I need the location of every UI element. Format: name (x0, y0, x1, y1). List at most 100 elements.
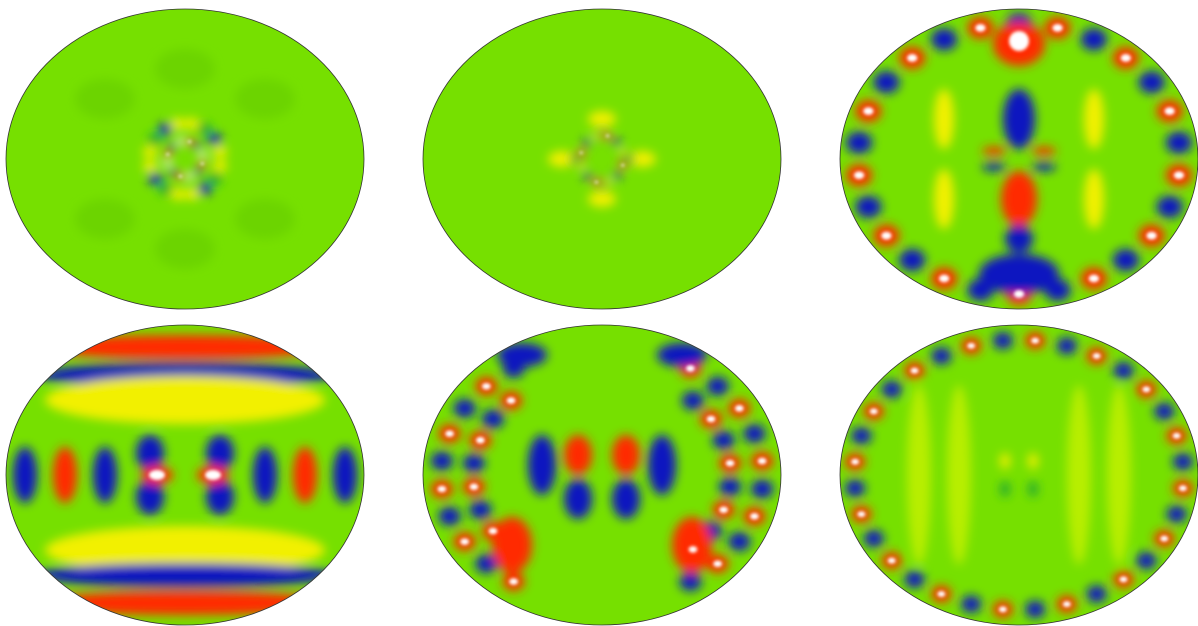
blob (1052, 24, 1063, 32)
blob (235, 199, 295, 239)
blob (855, 195, 882, 218)
blob (713, 560, 723, 568)
blob (155, 229, 215, 269)
panel-outline (5, 324, 365, 626)
blob (712, 430, 735, 450)
panel-outline (422, 8, 782, 310)
blob (648, 435, 676, 495)
blob (582, 172, 591, 180)
blob (906, 54, 918, 62)
blob (430, 451, 453, 471)
blob (588, 111, 616, 127)
field (846, 12, 1192, 306)
blob (863, 530, 884, 548)
blob (853, 171, 865, 180)
blob (851, 458, 860, 465)
blob (176, 138, 185, 146)
blob (881, 231, 892, 240)
blob (200, 162, 204, 165)
blob (1028, 453, 1038, 469)
background (423, 325, 781, 625)
blob (1138, 71, 1165, 94)
blob (881, 380, 902, 398)
panel-outline (5, 8, 365, 310)
blob (1107, 385, 1131, 565)
blob (1005, 225, 1033, 253)
blob (751, 479, 774, 499)
field-fine (149, 470, 221, 480)
blob (931, 28, 958, 51)
blob (184, 188, 199, 201)
blob (35, 563, 335, 587)
blob (198, 150, 207, 158)
blob (1142, 386, 1151, 393)
blob (136, 479, 164, 515)
blob (35, 335, 335, 359)
blob (564, 435, 592, 475)
blob (869, 408, 878, 415)
blob (757, 457, 767, 465)
blob (1112, 248, 1139, 272)
blob (910, 367, 919, 374)
blob (992, 332, 1013, 350)
blob (149, 470, 165, 480)
blob (982, 163, 1006, 171)
blob (998, 606, 1007, 613)
field-fine (851, 337, 1187, 613)
blob (613, 172, 622, 180)
blob (1154, 402, 1175, 420)
blob (734, 405, 744, 412)
blob (899, 248, 926, 272)
blob (184, 117, 199, 130)
mode-panel (6, 325, 364, 625)
blob (193, 142, 202, 150)
blob (857, 511, 866, 518)
blob (528, 435, 556, 495)
panel-outline (839, 324, 1198, 626)
blob (1013, 290, 1025, 298)
blob (672, 517, 712, 573)
blob (845, 479, 866, 497)
blob (1001, 171, 1037, 227)
blob (1031, 337, 1040, 344)
blob (168, 142, 177, 150)
blob (469, 500, 492, 520)
blob (213, 160, 228, 172)
blob (961, 595, 982, 613)
blob (594, 180, 599, 184)
blob (213, 146, 228, 158)
blob (1080, 28, 1107, 51)
blob (178, 175, 182, 178)
blob (1166, 505, 1187, 523)
blob (548, 151, 576, 167)
blob (1136, 552, 1157, 570)
blob (612, 435, 640, 475)
blob (743, 424, 766, 444)
blob (577, 161, 586, 169)
blob (934, 169, 954, 229)
blob (1000, 453, 1010, 469)
blob (460, 538, 470, 545)
blob (207, 173, 222, 185)
field (845, 332, 1193, 618)
field-fine (166, 140, 204, 178)
blob (1120, 54, 1132, 62)
mode-panel (840, 325, 1198, 625)
blob (719, 477, 742, 497)
blob (1088, 274, 1100, 283)
blob (873, 71, 900, 94)
blob (13, 447, 37, 503)
field (548, 111, 656, 207)
blob (982, 147, 1006, 155)
blob (887, 557, 896, 564)
blob (967, 342, 976, 349)
blob (207, 133, 222, 145)
blob (136, 435, 164, 471)
blob (148, 133, 163, 145)
mode-panel (840, 9, 1198, 309)
blob (155, 49, 215, 89)
blob (193, 168, 202, 176)
blob (863, 107, 874, 116)
blob (293, 447, 317, 503)
blob (1086, 585, 1107, 603)
